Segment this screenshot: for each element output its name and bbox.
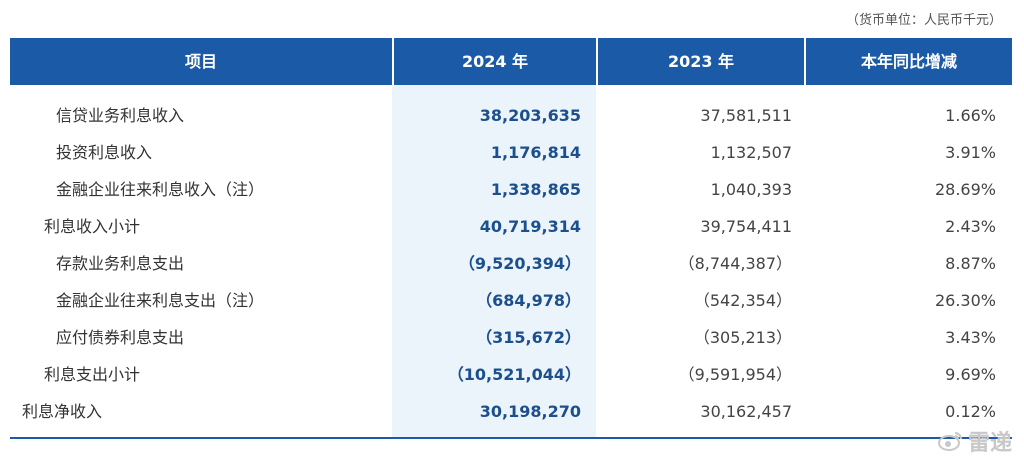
value-2024: （10,521,044） [447,365,581,384]
table-row: 投资利息收入 1,176,814 1,132,507 3.91% [10,134,1012,171]
currency-unit-note: （货币单位：人民币千元） [845,13,1002,28]
row-label: 利息支出小计 [44,365,141,384]
value-2024: 40,719,314 [479,217,581,236]
header-divider [804,38,806,85]
row-label: 利息净收入 [22,402,103,421]
value-2024: （684,978） [476,291,581,310]
table-row: 利息收入小计 40,719,314 39,754,411 2.43% [10,208,1012,245]
value-2024: （315,672） [476,328,581,347]
value-2023: 39,754,411 [700,217,792,236]
value-2023: 30,162,457 [700,402,792,421]
row-label: 利息收入小计 [44,217,141,236]
value-change: 9.69% [945,365,996,384]
row-label: 金融企业往来利息支出（注） [56,291,265,310]
row-label: 投资利息收入 [56,143,153,162]
table-row: 金融企业往来利息收入（注） 1,338,865 1,040,393 28.69% [10,171,1012,208]
value-2023: （9,591,954） [678,365,792,384]
value-2023: （542,354） [693,291,792,310]
watermark-text: 雷递 [967,431,1012,456]
watermark: 雷递 [937,425,1012,457]
value-2024: （9,520,394） [458,254,581,273]
header-divider [596,38,598,85]
table-header: 项目 2024 年 2023 年 本年同比增减 [10,38,1012,85]
header-2023: 2023 年 [667,52,735,71]
row-label: 应付债券利息支出 [56,328,185,347]
header-change: 本年同比增减 [860,52,957,71]
table-row: 存款业务利息支出 （9,520,394） （8,744,387） 8.87% [10,245,1012,282]
value-change: 3.43% [945,328,996,347]
value-change: 1.66% [945,106,996,125]
value-change: 3.91% [945,143,996,162]
table-row: 金融企业往来利息支出（注） （684,978） （542,354） 26.30% [10,282,1012,319]
value-2023: （8,744,387） [678,254,792,273]
value-change: 26.30% [934,291,996,310]
value-change: 8.87% [945,254,996,273]
row-label: 存款业务利息支出 [56,254,185,273]
value-2024: 30,198,270 [479,402,581,421]
value-2023: （305,213） [693,328,792,347]
table-bottom-rule [10,437,1012,439]
table-row: 利息支出小计 （10,521,044） （9,591,954） 9.69% [10,356,1012,393]
header-divider [392,38,394,85]
row-label: 信贷业务利息收入 [56,106,185,125]
interest-income-table: 项目 2024 年 2023 年 本年同比增减 信贷业务利息收入 38,203,… [10,38,1012,439]
weibo-icon [937,430,964,452]
highlight-2024-column [392,85,596,437]
value-change: 28.69% [934,180,996,199]
row-label: 金融企业往来利息收入（注） [56,180,265,199]
value-change: 0.12% [945,402,996,421]
value-2024: 1,338,865 [490,180,581,199]
value-2024: 1,176,814 [490,143,581,162]
value-2023: 1,132,507 [710,143,792,162]
table-body: 信贷业务利息收入 38,203,635 37,581,511 1.66% 投资利… [10,85,1012,439]
value-2023: 1,040,393 [710,180,792,199]
table-row: 信贷业务利息收入 38,203,635 37,581,511 1.66% [10,97,1012,134]
value-2023: 37,581,511 [700,106,792,125]
value-change: 2.43% [945,217,996,236]
header-2024: 2024 年 [461,52,529,71]
table-row: 利息净收入 30,198,270 30,162,457 0.12% [10,393,1012,430]
header-item: 项目 [184,52,217,71]
table-row: 应付债券利息支出 （315,672） （305,213） 3.43% [10,319,1012,356]
value-2024: 38,203,635 [479,106,581,125]
